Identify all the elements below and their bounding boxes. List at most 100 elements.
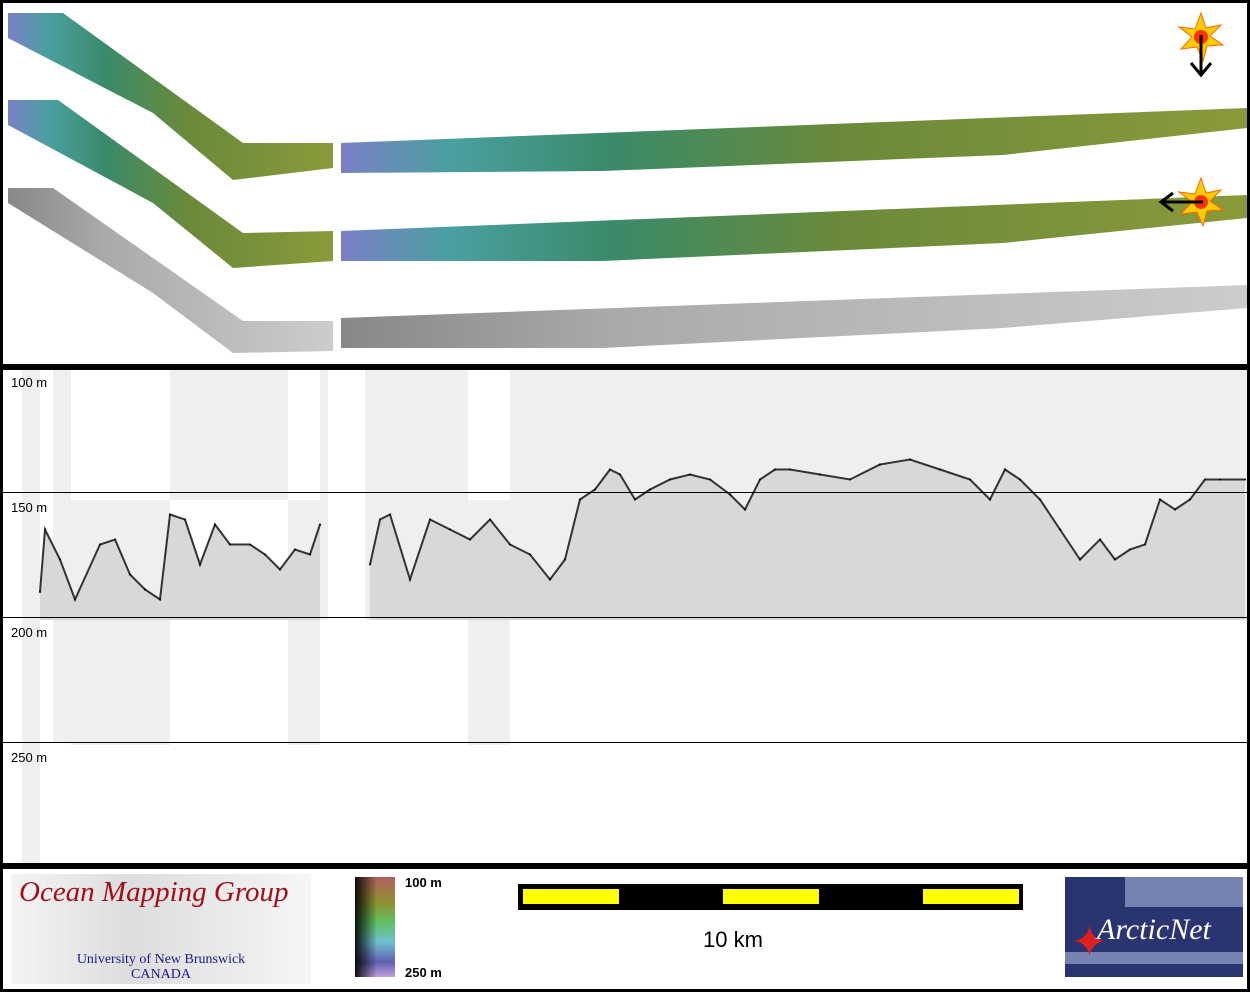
seafloor-point [669, 478, 671, 481]
seafloor-point [634, 498, 636, 501]
seafloor-point [309, 553, 311, 556]
depth-label-250: 250 m [11, 750, 48, 765]
colorbar-top-label: 100 m [405, 875, 442, 890]
seafloor-point [44, 528, 46, 531]
seafloor-point [319, 523, 321, 526]
seafloor-point [909, 458, 911, 461]
seafloor-point [1189, 498, 1191, 501]
seafloor-point [1059, 528, 1061, 531]
seafloor-point [594, 488, 596, 491]
seafloor-point [229, 543, 231, 546]
seafloor-point [509, 543, 511, 546]
seafloor-point [649, 488, 651, 491]
seafloor-point [114, 538, 116, 541]
seafloor-point [1114, 558, 1116, 561]
seafloor-point [39, 591, 41, 593]
seafloor-point [1079, 558, 1081, 561]
seafloor-point [1219, 478, 1221, 481]
depth-label-100: 100 m [11, 375, 48, 390]
seafloor-point [579, 498, 581, 501]
gridline-200 [3, 617, 1247, 618]
sun-illumination-east-icon [1158, 176, 1225, 228]
strip-backscatter [8, 188, 1247, 353]
seafloor-point [1129, 548, 1131, 551]
water-column-block [170, 370, 288, 500]
seafloor-point [789, 468, 791, 471]
gridline-150 [3, 492, 1247, 493]
seafloor-point [939, 468, 941, 471]
seafloor-point [1099, 538, 1101, 541]
seafloor-point [1244, 478, 1246, 481]
colorbar-bottom-label: 250 m [405, 965, 442, 980]
seafloor-point [264, 553, 266, 556]
seafloor-point [294, 548, 296, 551]
seafloor-point [549, 578, 551, 581]
seafloor-point [144, 588, 146, 591]
depth-label-150: 150 m [11, 500, 48, 515]
seafloor-point [759, 478, 761, 481]
seafloor-point [1159, 498, 1161, 501]
swath-map-panel [3, 3, 1247, 364]
seafloor-point [429, 518, 431, 521]
arcticnet-text: ArcticNet [1097, 913, 1211, 946]
seafloor-point [1144, 543, 1146, 546]
seafloor-point [409, 578, 411, 581]
water-column-block [22, 370, 40, 863]
seafloor-point [169, 513, 171, 516]
seafloor-point [609, 468, 611, 471]
seafloor-point [59, 558, 61, 561]
seafloor-point [199, 563, 201, 566]
seafloor-point [214, 523, 216, 526]
scale-segment [923, 889, 1019, 904]
seafloor-point [989, 498, 991, 501]
depth-label-200: 200 m [11, 625, 48, 640]
omg-title: Ocean Mapping Group [19, 876, 289, 908]
seafloor-point [1019, 478, 1021, 481]
seafloor-point [619, 473, 621, 476]
seafloor-point [379, 518, 381, 521]
seafloor-point [849, 478, 851, 481]
maple-leaf-icon: ✦ [1071, 918, 1108, 967]
arcticnet-logo: ✦ ArcticNet [1065, 877, 1243, 977]
seafloor-point [969, 478, 971, 481]
omg-university: University of New Brunswick [76, 952, 246, 967]
sediment-fill [40, 514, 320, 620]
seafloor-point [709, 478, 711, 481]
seafloor-point [1174, 508, 1176, 511]
subbottom-profile-panel: 100 m 150 m 200 m 250 m [3, 370, 1247, 863]
seafloor-point [489, 518, 491, 521]
water-column-block [320, 370, 328, 620]
profile-chart [22, 370, 1247, 863]
seafloor-point [564, 558, 566, 561]
seafloor-point [744, 508, 746, 511]
sediment-fill [370, 459, 1245, 620]
scale-segment [723, 889, 819, 904]
strip-north-illuminated [8, 13, 1247, 180]
sun-illumination-north-icon [1177, 11, 1225, 78]
seafloor-point [879, 463, 881, 466]
water-column-block [53, 370, 71, 742]
seafloor-point [389, 513, 391, 516]
seafloor-point [74, 598, 76, 601]
seafloor-point [159, 598, 161, 601]
seafloor-point [99, 543, 101, 546]
seafloor-point [1039, 498, 1041, 501]
seafloor-line [39, 513, 321, 603]
swath-strips [8, 11, 1247, 353]
water-column-block [71, 500, 170, 745]
seafloor-point [689, 473, 691, 476]
seafloor-point [819, 473, 821, 476]
seafloor-point [1004, 468, 1006, 471]
footer-panel: Ocean Mapping Group University of New Br… [3, 869, 1247, 989]
seafloor-point [279, 568, 281, 571]
seafloor-line [369, 458, 1245, 583]
seafloor-point [529, 553, 531, 556]
seafloor-point [729, 493, 731, 496]
seafloor-point [129, 573, 131, 576]
scale-label: 10 km [703, 927, 763, 952]
seafloor-point [249, 543, 251, 546]
omg-country: CANADA [131, 967, 191, 982]
depth-colorbar [355, 877, 395, 977]
seafloor-point [1204, 478, 1206, 481]
gridline-250 [3, 742, 1247, 743]
